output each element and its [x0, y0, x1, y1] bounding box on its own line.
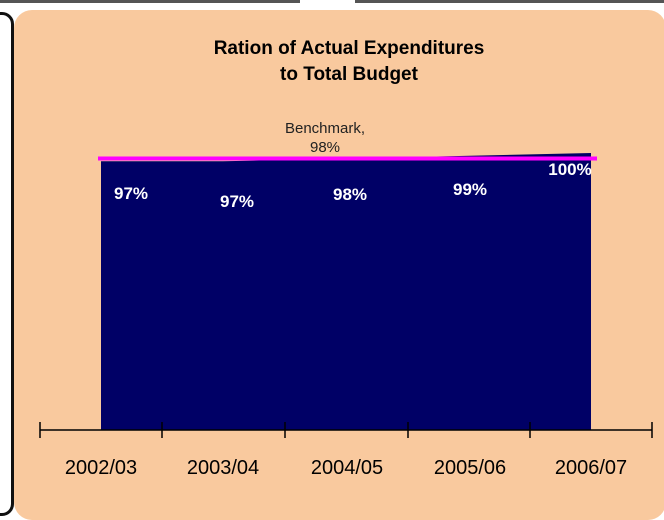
data-label: 100% [548, 160, 591, 179]
x-tick-label: 2002/03 [65, 457, 137, 479]
benchmark-label-line-1: Benchmark, [285, 120, 365, 137]
data-label: 97% [114, 184, 148, 203]
top-rule-right [355, 0, 664, 3]
data-label: 99% [453, 180, 487, 199]
x-tick-label: 2004/05 [311, 457, 383, 479]
chart-title-line-1: Ration of Actual Expenditures [214, 38, 485, 59]
top-rule-left [0, 0, 300, 3]
chart-title-line-2: to Total Budget [280, 64, 419, 85]
benchmark-label-line-2: 98% [310, 139, 340, 156]
data-label: 98% [333, 185, 367, 204]
area-series [101, 153, 591, 430]
x-tick-label: 2006/07 [555, 457, 627, 479]
x-tick-label: 2003/04 [187, 457, 259, 479]
x-tick-label: 2005/06 [434, 457, 506, 479]
plot-area: 2002/03 2003/04 2004/05 2005/06 2006/07 97% 97… [39, 153, 653, 479]
data-label: 97% [220, 192, 254, 211]
left-frame [0, 12, 14, 516]
